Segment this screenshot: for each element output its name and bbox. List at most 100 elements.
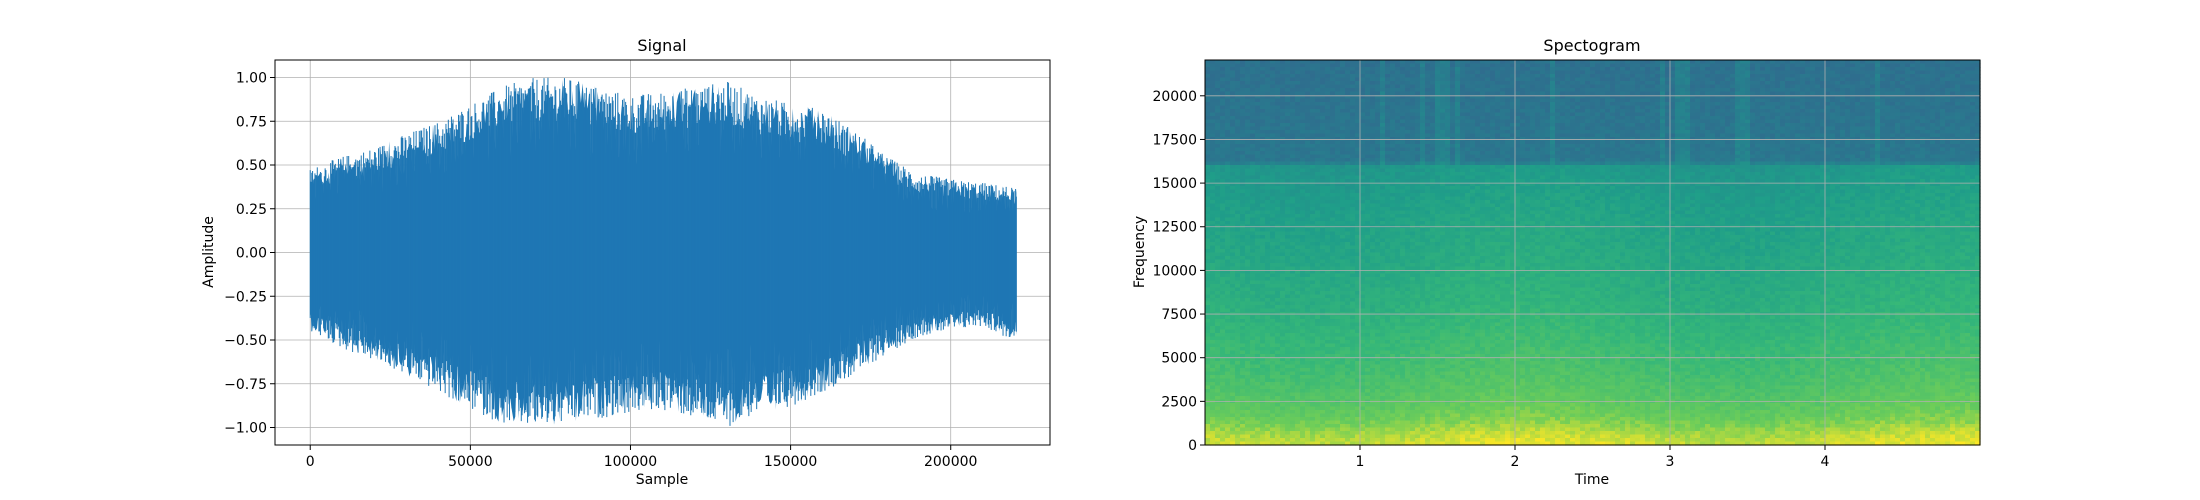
spectrogram-cell <box>1815 116 1821 121</box>
spectrogram-cell <box>1450 133 1456 138</box>
spectrogram-cell <box>1920 123 1926 128</box>
spectrogram-cell <box>1855 63 1861 68</box>
spectrogram-cell <box>1720 88 1726 93</box>
spectrogram-cell <box>1215 140 1221 145</box>
spectrogram-cell <box>1325 63 1331 68</box>
spectrogram-cell <box>1275 133 1281 138</box>
spectrogram-cell <box>1475 77 1481 82</box>
spectrogram-cell <box>1870 74 1876 79</box>
spectrogram-cell <box>1635 91 1641 96</box>
spectrogram-cell <box>1860 112 1866 117</box>
spectrogram-cell <box>1370 98 1376 103</box>
spectrogram-cell <box>1235 70 1241 75</box>
spectrogram-cell <box>1560 130 1566 135</box>
spectrogram-cell <box>1500 84 1506 89</box>
spectrogram-cell <box>1750 95 1756 100</box>
spectrogram-cell <box>1235 133 1241 138</box>
spectrogram-cell <box>1645 112 1651 117</box>
spectrogram-cell <box>1830 116 1836 121</box>
spectrogram-cell <box>1735 147 1741 152</box>
spectrogram-cell <box>1740 116 1746 121</box>
spectrogram-cell <box>1490 109 1496 114</box>
spectrogram-cell <box>1430 70 1436 75</box>
spectrogram-cell <box>1535 123 1541 128</box>
spectrogram-cell <box>1215 151 1221 156</box>
spectrogram-cell <box>1535 126 1541 131</box>
spectrogram-cell <box>1550 144 1556 149</box>
spectrogram-cell <box>1620 84 1626 89</box>
spectrogram-cell <box>1910 144 1916 149</box>
spectrogram-cell <box>1930 84 1936 89</box>
spectrogram-cell <box>1495 147 1501 152</box>
spectrogram-cell <box>1525 98 1531 103</box>
spectrogram-cell <box>1270 105 1276 110</box>
spectrogram-cell <box>1915 112 1921 117</box>
spectrogram-cell <box>1420 91 1426 96</box>
spectrogram-cell <box>1610 109 1616 114</box>
spectrogram-cell <box>1440 119 1446 124</box>
spectrogram-cell <box>1640 126 1646 131</box>
spectrogram-cell <box>1425 147 1431 152</box>
spectrogram-cell <box>1735 123 1741 128</box>
spectrogram-cell <box>1540 116 1546 121</box>
spectrogram-cell <box>1880 119 1886 124</box>
spectrogram-cell <box>1760 81 1766 86</box>
spectrogram-cell <box>1550 123 1556 128</box>
spectrogram-cell <box>1235 91 1241 96</box>
spectrogram-cell <box>1525 95 1531 100</box>
spectrogram-cell <box>1590 133 1596 138</box>
spectrogram-cell <box>1780 116 1786 121</box>
spectrogram-cell <box>1595 70 1601 75</box>
spectrogram-cell <box>1695 123 1701 128</box>
spectrogram-cell <box>1605 126 1611 131</box>
spectrogram-cell <box>1520 102 1526 107</box>
spectrogram-cell <box>1380 119 1386 124</box>
spectrogram-cell <box>1480 140 1486 145</box>
spectrogram-cell <box>1830 77 1836 82</box>
spectrogram-cell <box>1925 147 1931 152</box>
spectrogram-cell <box>1540 123 1546 128</box>
spectrogram-cell <box>1615 133 1621 138</box>
spectrogram-cell <box>1830 84 1836 89</box>
spectrogram-cell <box>1395 126 1401 131</box>
spectrogram-cell <box>1440 63 1446 68</box>
spectrogram-cell <box>1495 126 1501 131</box>
spectrogram-cell <box>1800 95 1806 100</box>
spectrogram-cell <box>1820 102 1826 107</box>
spectrogram-cell <box>1780 144 1786 149</box>
spectrogram-cell <box>1505 130 1511 135</box>
spectrogram-cell <box>1425 81 1431 86</box>
spectrogram-cell <box>1305 88 1311 93</box>
spectrogram-cell <box>1835 102 1841 107</box>
spectrogram-cell <box>1785 98 1791 103</box>
spectrogram-cell <box>1725 123 1731 128</box>
spectrogram-cell <box>1310 67 1316 72</box>
spectrogram-cell <box>1570 67 1576 72</box>
spectrogram-cell <box>1250 63 1256 68</box>
spectrogram-cell <box>1460 116 1466 121</box>
spectrogram-cell <box>1545 116 1551 121</box>
spectrogram-cell <box>1255 77 1261 82</box>
spectrogram-cell <box>1845 98 1851 103</box>
spectrogram-cell <box>1735 70 1741 75</box>
spectrogram-cell <box>1445 116 1451 121</box>
spectrogram-cell <box>1710 144 1716 149</box>
spectrogram-cell <box>1295 144 1301 149</box>
spectrogram-cell <box>1765 144 1771 149</box>
spectrogram-cell <box>1865 98 1871 103</box>
spectrogram-cell <box>1225 67 1231 72</box>
spectrogram-cell <box>1725 70 1731 75</box>
spectrogram-cell <box>1570 77 1576 82</box>
spectrogram-cell <box>1515 140 1521 145</box>
spectrogram-cell <box>1640 84 1646 89</box>
spectrogram-cell <box>1940 123 1946 128</box>
spectrogram-cell <box>1855 126 1861 131</box>
spectrogram-cell <box>1475 105 1481 110</box>
spectrogram-cell <box>1710 126 1716 131</box>
spectrogram-cell <box>1585 98 1591 103</box>
spectrogram-cell <box>1390 74 1396 79</box>
spectrogram-cell <box>1905 140 1911 145</box>
spectrogram-cell <box>1890 144 1896 149</box>
spectrogram-cell <box>1800 126 1806 131</box>
spectrogram-cell <box>1905 84 1911 89</box>
